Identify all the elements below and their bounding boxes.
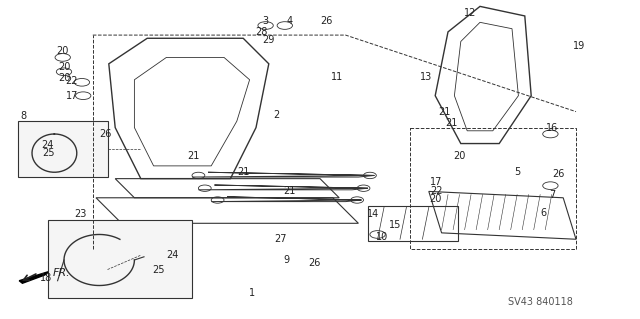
Text: 13: 13	[419, 71, 432, 82]
Text: 21: 21	[187, 151, 200, 161]
Text: 23: 23	[74, 209, 87, 219]
Text: 1: 1	[248, 287, 255, 298]
Text: 2: 2	[273, 110, 280, 120]
Text: 11: 11	[331, 71, 344, 82]
Text: 28: 28	[255, 27, 268, 37]
Text: 7: 7	[549, 190, 556, 200]
Text: 21: 21	[445, 118, 458, 128]
Text: 20: 20	[56, 46, 69, 56]
Text: 4: 4	[286, 16, 292, 26]
Text: 16: 16	[545, 123, 558, 133]
Text: 26: 26	[308, 257, 321, 268]
Text: 26: 26	[552, 169, 564, 179]
Text: 9: 9	[284, 255, 290, 265]
Polygon shape	[19, 272, 48, 283]
Text: 26: 26	[320, 16, 333, 26]
Text: 25: 25	[152, 264, 165, 275]
Text: 3: 3	[262, 16, 269, 26]
Text: 17: 17	[65, 91, 78, 101]
Text: 22: 22	[65, 76, 78, 86]
Text: 20: 20	[58, 62, 70, 72]
Text: 29: 29	[262, 35, 275, 45]
Text: 17: 17	[430, 177, 443, 187]
Text: 6: 6	[540, 208, 547, 218]
Text: 24: 24	[166, 250, 179, 260]
Text: 14: 14	[367, 209, 380, 219]
Text: 10: 10	[376, 232, 388, 242]
Text: 18: 18	[40, 273, 52, 284]
Text: 12: 12	[464, 8, 477, 18]
Text: 26: 26	[99, 129, 112, 139]
Bar	[48, 220, 192, 298]
Text: 20: 20	[453, 151, 466, 161]
Text: 19: 19	[573, 41, 586, 51]
Text: 24: 24	[41, 140, 54, 150]
Text: 20: 20	[429, 194, 442, 204]
Bar	[368, 206, 458, 241]
Text: 22: 22	[430, 186, 443, 197]
Bar	[18, 121, 108, 177]
Text: 25: 25	[42, 148, 55, 158]
Text: 21: 21	[438, 107, 451, 117]
Text: FR.: FR.	[52, 268, 70, 278]
Text: 5: 5	[514, 167, 520, 177]
Text: 21: 21	[237, 167, 250, 177]
Text: 15: 15	[389, 220, 402, 230]
Text: 21: 21	[283, 186, 296, 197]
Text: 8: 8	[20, 111, 26, 122]
Text: SV43 840118: SV43 840118	[508, 297, 573, 308]
Text: 20: 20	[58, 73, 70, 83]
Text: 27: 27	[274, 234, 287, 244]
